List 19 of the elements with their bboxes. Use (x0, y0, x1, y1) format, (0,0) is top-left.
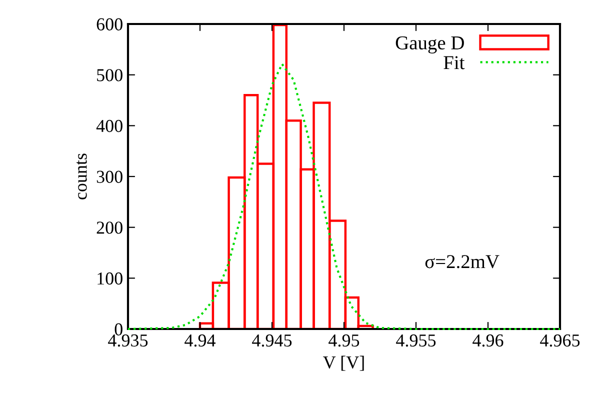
x-tick-label: 4.96 (472, 334, 504, 347)
legend-label: Gauge D (396, 36, 464, 54)
x-tick-label: 4.95 (328, 334, 360, 347)
x-tick-label: 4.965 (540, 334, 580, 347)
y-axis-title: counts (76, 154, 87, 200)
y-tick-label: 500 (97, 69, 122, 82)
x-tick-label: 4.94 (184, 334, 216, 347)
y-tick-label: 300 (96, 170, 122, 183)
x-tick-label: 4.945 (252, 334, 292, 347)
x-tick-label: 4.955 (396, 334, 436, 347)
annotation: σ=2.2mV (425, 255, 500, 268)
legend-label: Fit (444, 56, 465, 70)
y-tick-label: 600 (96, 18, 122, 30)
x-tick-label: 4.935 (108, 334, 148, 347)
y-tick-label: 0 (114, 323, 122, 336)
y-tick-label: 200 (96, 222, 122, 234)
y-tick-label: 400 (96, 120, 122, 132)
x-axis-title: V [V] (323, 356, 364, 371)
y-tick-label: 100 (98, 272, 122, 285)
